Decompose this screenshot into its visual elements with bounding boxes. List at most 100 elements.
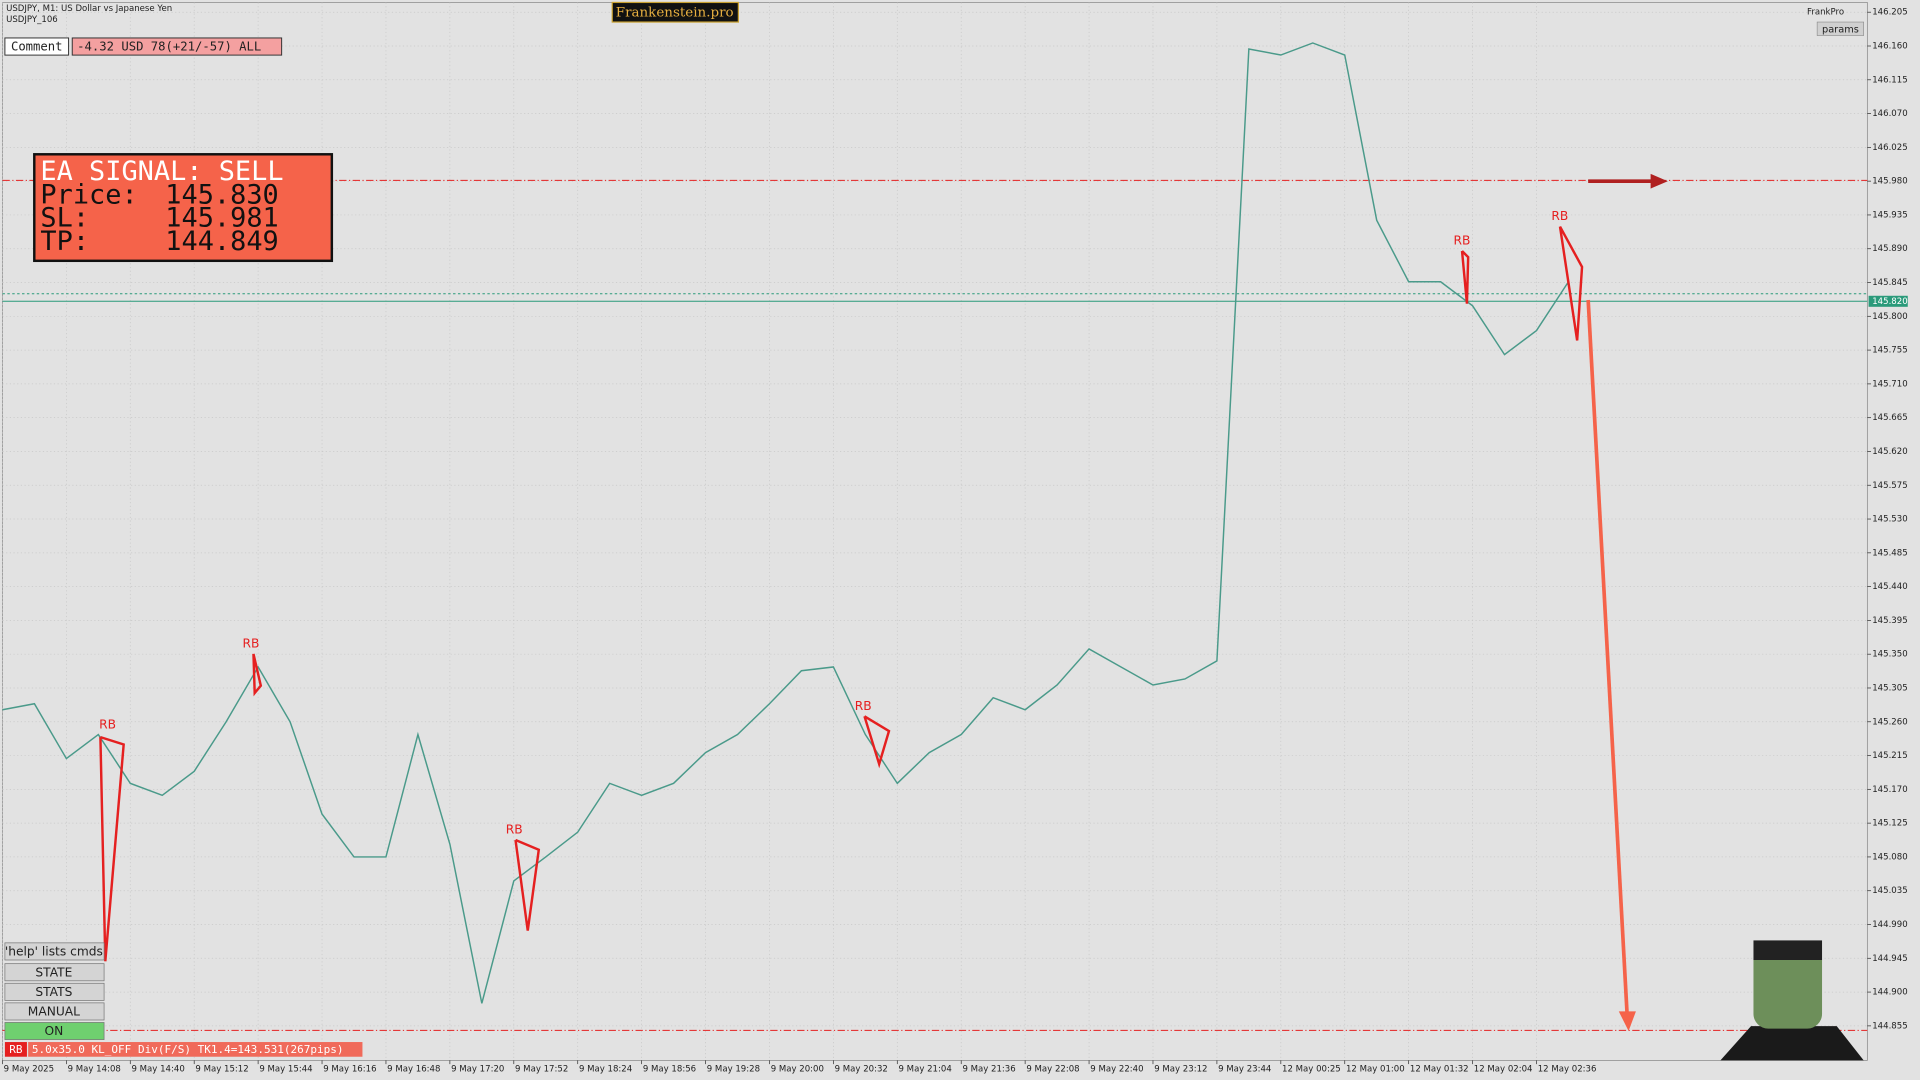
status: 5.0x35.0 KL_OFF Div(F/S) TK1.4=143.531(2… [32, 1043, 344, 1056]
signal-price-label: Price: [40, 179, 137, 210]
y-tick-label: 145.395 [1872, 616, 1907, 626]
button-box[interactable] [4, 963, 105, 982]
comment-label: Comment [11, 40, 63, 54]
ea-name: FrankPro [1807, 8, 1844, 18]
button[interactable]: 'help' lists cmds [4, 942, 105, 961]
y-tick-label: 145.080 [1872, 852, 1907, 862]
rb-annotation: RB [99, 717, 116, 731]
x-tick-label: 9 May 16:16 [323, 1064, 376, 1074]
button[interactable]: STATE [4, 963, 105, 982]
button-label[interactable]: STATE [35, 965, 72, 979]
mascot-hair [1753, 940, 1823, 960]
signal-sl-label: SL: [40, 203, 89, 234]
mascot-body [1720, 1026, 1864, 1061]
x-tick-label: 9 May 17:52 [515, 1064, 568, 1074]
symbol-title: USDJPY, M1: US Dollar vs Japanese Yen [6, 4, 172, 14]
y-tick-label: 145.980 [1872, 177, 1907, 187]
button[interactable]: ON [4, 1022, 105, 1040]
status-tag-box [4, 1042, 27, 1057]
mascot-head [1753, 945, 1823, 1029]
x-tick-label: 9 May 18:56 [643, 1064, 696, 1074]
y-tick-label: 144.900 [1872, 988, 1907, 998]
x-tick-label: 9 May 18:24 [579, 1064, 632, 1074]
button-box[interactable] [4, 1002, 105, 1021]
button-box[interactable] [4, 942, 105, 961]
y-tick-label: 145.710 [1872, 379, 1907, 389]
brand-box [611, 1, 739, 23]
button-box[interactable] [4, 1022, 105, 1040]
x-tick-label: 12 May 00:25 [1282, 1064, 1341, 1074]
y-tick-label: 145.755 [1872, 346, 1907, 356]
pattern-shapes [99, 225, 1584, 962]
x-tick-label: 9 May 23:12 [1154, 1064, 1207, 1074]
bid-label: 145.820 [1872, 297, 1907, 307]
pattern [99, 735, 125, 962]
pattern [252, 653, 263, 697]
signal-title: EA SIGNAL: SELL [40, 156, 283, 187]
x-tick-label: 9 May 22:40 [1090, 1064, 1143, 1074]
pattern [514, 838, 541, 931]
button-box[interactable] [4, 982, 105, 1001]
account-name: USDJPY_106 [6, 15, 58, 25]
status-box [28, 1042, 363, 1057]
x-tick-label: 9 May 17:20 [451, 1064, 504, 1074]
x-tick-label: 9 May 15:12 [195, 1064, 248, 1074]
x-tick-label: 9 May 23:44 [1218, 1064, 1271, 1074]
x-tick-label: 9 May 21:04 [899, 1064, 952, 1074]
arrow-head [1618, 1011, 1636, 1032]
x-tick-label: 9 May 16:48 [387, 1064, 440, 1074]
y-tick-label: 145.620 [1872, 447, 1907, 457]
brand: Frankenstein.pro [616, 5, 734, 20]
y-tick-label: 146.070 [1872, 109, 1907, 119]
rb-annotation: RB [855, 699, 872, 713]
y-tick-label: 145.935 [1872, 210, 1907, 220]
status-tag: RB [9, 1043, 23, 1056]
button-label[interactable]: MANUAL [28, 1005, 80, 1019]
x-tick-label: 9 May 2025 [4, 1064, 54, 1074]
y-tick-label: 145.800 [1872, 312, 1907, 322]
y-tick-label: 144.855 [1872, 1021, 1907, 1031]
y-tick-label: 146.025 [1872, 143, 1907, 153]
comment: -4.32 USD 78(+21/-57) ALL [77, 40, 261, 54]
params-box[interactable] [1816, 21, 1864, 36]
y-tick-label: 145.215 [1872, 751, 1907, 761]
signal-box [33, 153, 334, 263]
x-tick-label: 12 May 02:04 [1474, 1064, 1533, 1074]
y-tick-label: 145.170 [1872, 785, 1907, 795]
bid-label-box [1868, 295, 1908, 307]
x-tick-label: 9 May 15:44 [259, 1064, 312, 1074]
pattern [1460, 250, 1470, 304]
x-tick-label: 12 May 02:36 [1538, 1064, 1597, 1074]
y-tick-label: 145.260 [1872, 717, 1907, 727]
x-tick-label: 12 May 01:00 [1346, 1064, 1405, 1074]
button-label[interactable]: ON [44, 1024, 63, 1038]
y-tick-label: 145.530 [1872, 515, 1907, 525]
x-tick-label: 12 May 01:32 [1410, 1064, 1469, 1074]
params[interactable]: params [1822, 24, 1859, 35]
y-tick-label: 144.990 [1872, 920, 1907, 930]
y-tick-label: 144.945 [1872, 954, 1907, 964]
arrow-head [1650, 173, 1668, 189]
x-tick-label: 9 May 21:36 [962, 1064, 1015, 1074]
y-tick-label: 145.485 [1872, 548, 1907, 558]
x-tick-label: 9 May 19:28 [707, 1064, 760, 1074]
button-label[interactable]: 'help' lists cmds [5, 945, 103, 959]
y-tick-label: 145.665 [1872, 413, 1907, 423]
button-label[interactable]: STATS [35, 985, 72, 999]
signal-tp-label: TP: [40, 226, 89, 257]
mascot [1720, 940, 1864, 1061]
button[interactable]: MANUAL [4, 1002, 105, 1021]
rb-annotation: RB [242, 637, 259, 651]
signal-tp: 144.849 [165, 226, 278, 257]
target-arrow [1586, 299, 1630, 1019]
y-tick-label: 146.205 [1872, 8, 1907, 18]
y-tick-label: 145.440 [1872, 582, 1907, 592]
pattern [1558, 225, 1584, 341]
pattern [863, 715, 891, 769]
y-tick-label: 145.350 [1872, 650, 1907, 660]
button[interactable]: STATS [4, 982, 105, 1001]
y-tick-label: 145.305 [1872, 683, 1907, 693]
x-tick-label: 9 May 14:40 [132, 1064, 185, 1074]
comment-box [71, 37, 283, 56]
